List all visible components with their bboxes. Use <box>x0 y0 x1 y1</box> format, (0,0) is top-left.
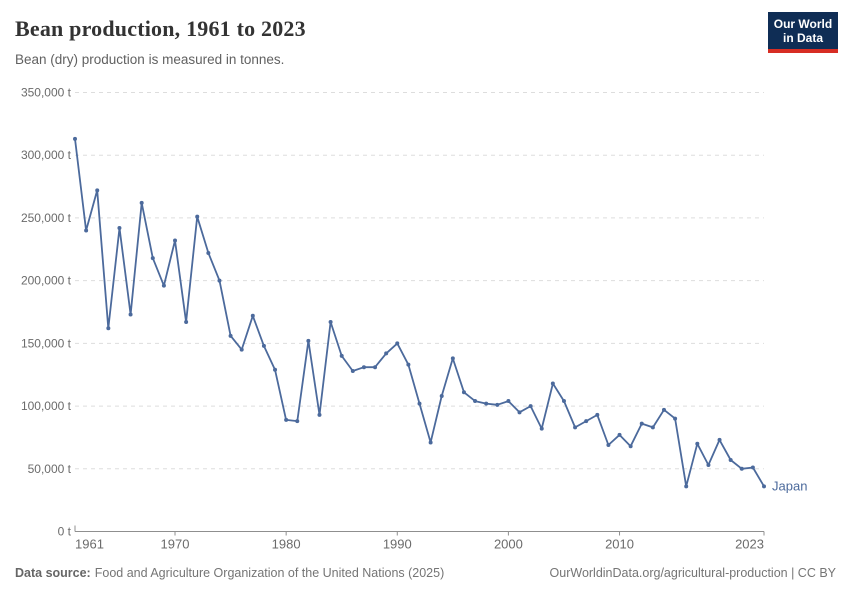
data-point-1980[interactable] <box>284 417 289 422</box>
owid-logo-line1: Our World <box>773 17 833 31</box>
data-point-1989[interactable] <box>384 351 389 356</box>
data-point-1987[interactable] <box>361 365 366 370</box>
data-point-2022[interactable] <box>750 465 755 470</box>
data-point-1969[interactable] <box>161 283 166 288</box>
data-point-1982[interactable] <box>306 338 311 343</box>
data-point-2008[interactable] <box>595 412 600 417</box>
data-point-1968[interactable] <box>150 256 155 261</box>
data-point-2000[interactable] <box>506 399 511 404</box>
data-point-1993[interactable] <box>428 440 433 445</box>
y-tick-label: 200,000 t <box>21 274 72 288</box>
y-tick-label: 300,000 t <box>21 148 72 162</box>
data-point-1965[interactable] <box>117 225 122 230</box>
data-point-1964[interactable] <box>106 326 111 331</box>
data-point-1984[interactable] <box>328 320 333 325</box>
data-point-1997[interactable] <box>473 399 478 404</box>
chart-area[interactable]: 0 t 50,000 t 100,000 t 150,000 t 200,000 t 25… <box>0 0 850 560</box>
data-point-1981[interactable] <box>295 419 300 424</box>
x-tick-label: 1980 <box>272 537 301 552</box>
series-line-japan <box>74 138 765 488</box>
data-source-label: Data source: <box>15 566 91 580</box>
owid-logo-line2: in Data <box>782 31 823 45</box>
data-point-1988[interactable] <box>373 365 378 370</box>
x-tick-label: 1970 <box>161 537 190 552</box>
data-source: Data source: Food and Agriculture Organiz… <box>15 566 444 580</box>
data-source-text: Food and Agriculture Organization of the… <box>94 566 445 580</box>
data-point-1992[interactable] <box>417 401 422 406</box>
data-point-1966[interactable] <box>128 312 133 317</box>
y-tick-label: 250,000 t <box>21 211 72 225</box>
data-point-1971[interactable] <box>184 320 189 325</box>
data-point-1983[interactable] <box>317 412 322 417</box>
x-tick-label: 2023 <box>735 537 764 552</box>
data-point-1970[interactable] <box>173 238 178 243</box>
data-point-1972[interactable] <box>195 214 200 219</box>
line-chart-canvas[interactable]: 0 t 50,000 t 100,000 t 150,000 t 200,000 t 25… <box>0 0 850 560</box>
data-point-2003[interactable] <box>539 426 544 431</box>
data-point-2023[interactable] <box>762 484 766 489</box>
owid-logo-red-bar <box>768 49 838 53</box>
data-point-2002[interactable] <box>528 404 533 409</box>
data-point-2007[interactable] <box>584 419 589 424</box>
data-point-2012[interactable] <box>639 421 644 426</box>
data-point-1962[interactable] <box>84 228 89 233</box>
data-point-1961[interactable] <box>73 136 77 141</box>
data-point-2015[interactable] <box>673 416 678 421</box>
data-point-1973[interactable] <box>206 251 211 256</box>
data-point-2019[interactable] <box>717 437 722 442</box>
data-point-2004[interactable] <box>550 381 555 386</box>
data-point-2016[interactable] <box>684 484 689 489</box>
chart-subtitle: Bean (dry) production is measured in ton… <box>15 52 285 67</box>
data-point-2013[interactable] <box>650 425 655 430</box>
data-point-1975[interactable] <box>228 333 233 338</box>
data-point-2017[interactable] <box>695 441 700 446</box>
data-point-1999[interactable] <box>495 402 500 407</box>
data-point-1990[interactable] <box>395 341 400 346</box>
data-point-1967[interactable] <box>139 200 144 205</box>
x-tick-label: 2010 <box>605 537 634 552</box>
x-tick-label: 1961 <box>75 537 104 552</box>
data-point-2010[interactable] <box>617 432 622 437</box>
data-point-1963[interactable] <box>95 188 100 193</box>
data-point-1994[interactable] <box>439 394 444 399</box>
x-tick-label: 2000 <box>494 537 523 552</box>
x-tick-label: 1990 <box>383 537 412 552</box>
data-point-2014[interactable] <box>661 407 666 412</box>
y-tick-label: 0 t <box>58 525 72 539</box>
data-point-2021[interactable] <box>739 466 744 471</box>
owid-logo[interactable]: Our World in Data <box>768 12 838 53</box>
data-point-1995[interactable] <box>450 356 455 361</box>
owid-logo-text: Our World in Data <box>768 12 838 49</box>
data-point-1974[interactable] <box>217 278 222 283</box>
data-point-2011[interactable] <box>628 444 633 449</box>
data-point-1998[interactable] <box>484 401 489 406</box>
data-point-1976[interactable] <box>239 347 244 352</box>
data-point-2009[interactable] <box>606 442 611 447</box>
data-point-2005[interactable] <box>561 399 566 404</box>
y-tick-label: 350,000 t <box>21 86 72 100</box>
page-title: Bean production, 1961 to 2023 <box>15 16 306 41</box>
data-point-1978[interactable] <box>261 343 266 348</box>
data-point-1991[interactable] <box>406 362 411 367</box>
y-tick-label: 150,000 t <box>21 336 72 350</box>
chart-footer: Data source: Food and Agriculture Organiz… <box>15 566 836 580</box>
data-point-2020[interactable] <box>728 458 733 463</box>
data-point-1979[interactable] <box>273 367 278 372</box>
y-tick-label: 100,000 t <box>21 399 72 413</box>
data-point-2006[interactable] <box>573 425 578 430</box>
data-point-1985[interactable] <box>339 353 344 358</box>
data-point-1996[interactable] <box>461 390 466 395</box>
series-label-japan[interactable]: Japan <box>772 478 807 493</box>
y-tick-label: 50,000 t <box>28 462 72 476</box>
footer-license-link[interactable]: OurWorldinData.org/agricultural-producti… <box>549 566 836 580</box>
data-point-1986[interactable] <box>350 368 355 373</box>
data-point-2018[interactable] <box>706 463 711 468</box>
data-point-1977[interactable] <box>250 313 255 318</box>
data-point-2001[interactable] <box>517 410 522 415</box>
